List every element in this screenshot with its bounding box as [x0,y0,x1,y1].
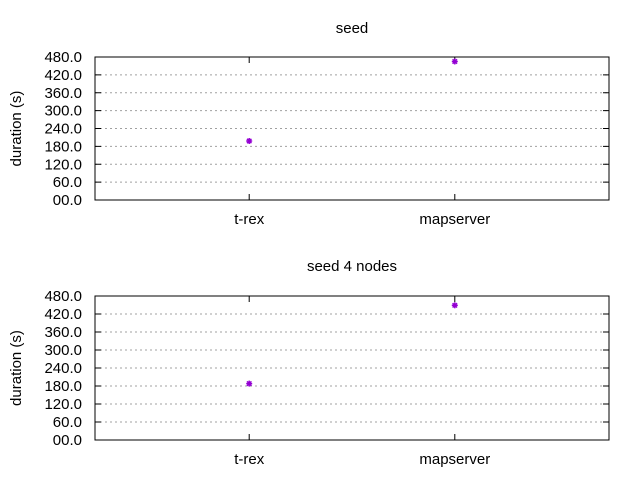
x-category-label: t-rex [234,211,265,228]
x-category-label: mapserver [419,451,490,468]
y-tick-label: 120.0 [44,156,82,173]
y-axis-label: duration (s) [8,91,25,167]
y-tick-label: 00.0 [53,432,82,449]
y-tick-label: 240.0 [44,121,82,138]
y-tick-label: 480.0 [44,49,82,66]
y-tick-label: 420.0 [44,67,82,84]
chart-title: seed [336,20,369,37]
y-tick-label: 180.0 [44,378,82,395]
y-tick-label: 180.0 [44,138,82,155]
data-point-mapserver [451,302,458,309]
y-tick-label: 480.0 [44,288,82,305]
chart-panel-seed: seed 00.060.0120.0180.0240.0300.0360.0420… [8,20,610,228]
y-tick-label: 120.0 [44,396,82,413]
y-tick-label: 300.0 [44,103,82,120]
plot-frame [94,56,610,201]
y-tick-label: 420.0 [44,306,82,323]
y-tick-label: 360.0 [44,324,82,341]
data-point-t-rex [246,138,253,145]
y-tick-label: 00.0 [53,192,82,209]
y-tick-label: 300.0 [44,342,82,359]
x-category-label: mapserver [419,211,490,228]
x-category-label: t-rex [234,451,265,468]
data-point-mapserver [451,58,458,65]
y-tick-label: 240.0 [44,360,82,377]
y-axis-label: duration (s) [8,330,25,406]
y-tick-label: 60.0 [53,414,82,431]
plot-frame [94,295,610,441]
chart-panel-seed-4-nodes: seed 4 nodes 00.060.0120.0180.0240.0300.0… [8,258,610,468]
y-tick-label: 60.0 [53,174,82,191]
chart-title: seed 4 nodes [307,258,397,275]
y-tick-label: 360.0 [44,85,82,102]
data-point-t-rex [246,380,253,387]
